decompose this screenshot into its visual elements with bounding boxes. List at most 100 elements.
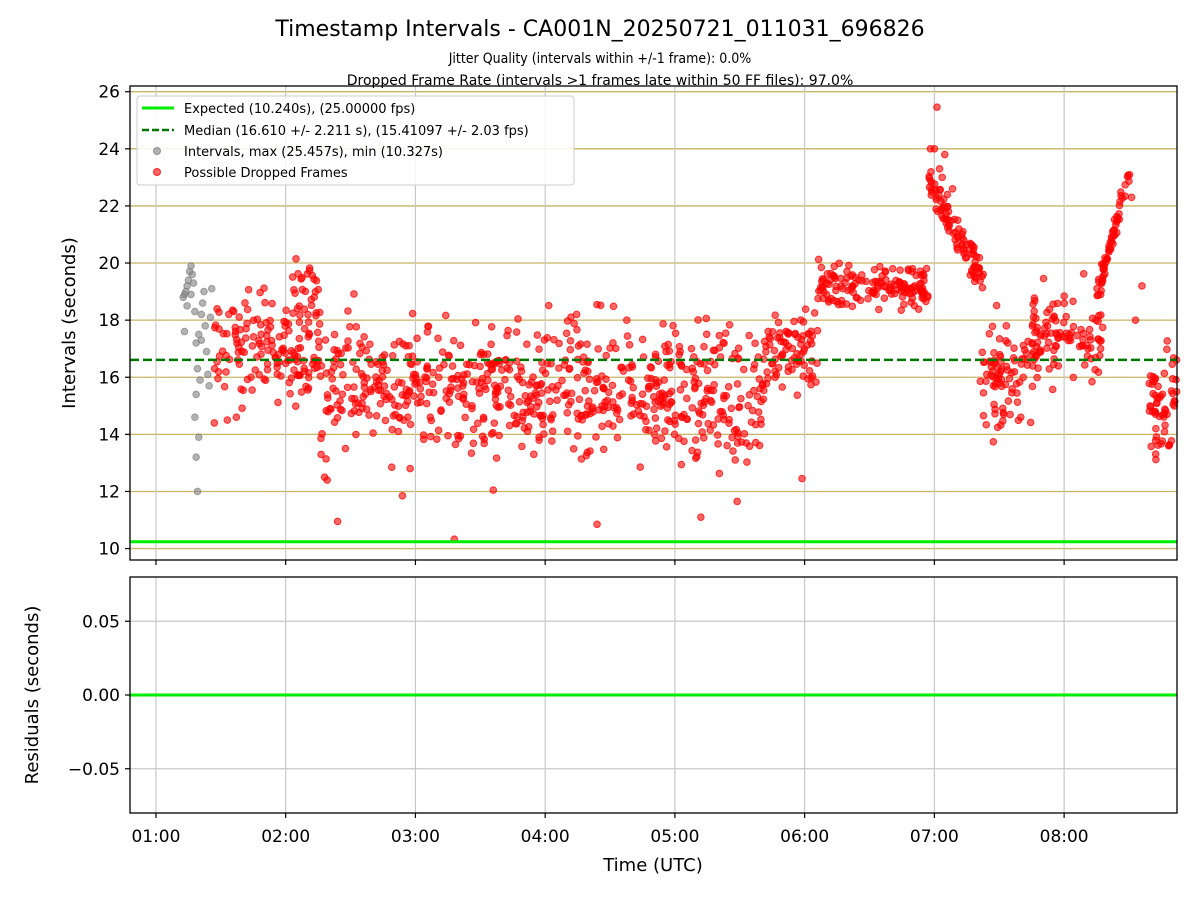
dropped-frame-point <box>700 398 709 406</box>
dropped-frame-point <box>288 273 297 281</box>
dropped-frame-point <box>656 402 665 410</box>
dropped-frame-point <box>1097 311 1105 319</box>
dropped-frame-point <box>563 427 572 436</box>
dropped-frame-point <box>440 360 448 369</box>
dropped-frame-point <box>727 404 736 413</box>
dropped-frame-point <box>778 383 787 391</box>
dropped-frame-point <box>218 347 227 356</box>
dropped-frame-point <box>624 376 633 384</box>
dropped-frame-point <box>313 328 322 337</box>
dropped-frame-point <box>585 375 594 383</box>
dropped-frame-point <box>602 351 611 360</box>
dropped-frame-point <box>1069 297 1077 306</box>
dropped-frame-point <box>514 315 522 323</box>
dropped-frame-point <box>832 282 840 291</box>
dropped-frame-point <box>488 365 497 374</box>
dropped-frame-point <box>851 279 859 288</box>
interval-point <box>194 330 203 339</box>
dropped-frame-point <box>1094 335 1103 343</box>
dropped-frame-point <box>467 449 476 457</box>
dropped-frame-point <box>888 264 897 273</box>
dropped-frame-point <box>948 184 957 193</box>
dropped-frame-point <box>728 433 736 442</box>
dropped-frame-point <box>390 383 399 391</box>
dropped-frame-point <box>567 397 575 406</box>
dropped-frame-point <box>469 425 478 434</box>
dropped-frame-point <box>541 369 550 378</box>
dropped-frame-point <box>757 415 765 424</box>
dropped-frame-point <box>830 262 839 271</box>
dropped-frame-point <box>446 386 455 395</box>
dropped-frame-point <box>530 450 538 459</box>
dropped-frame-point <box>372 412 381 420</box>
dropped-frame-point <box>642 402 651 410</box>
dropped-frame-point <box>285 326 293 335</box>
dropped-frame-point <box>553 396 561 404</box>
dropped-frame-point <box>560 391 568 400</box>
dropped-frame-point <box>1101 254 1109 262</box>
dropped-frame-point <box>651 414 660 422</box>
dropped-frame-point <box>504 326 512 335</box>
interval-point <box>204 370 212 379</box>
dropped-frame-point <box>651 437 660 445</box>
dropped-frame-point <box>558 376 566 385</box>
dropped-frame-point <box>737 394 745 403</box>
dropped-frame-point <box>1026 418 1035 427</box>
x-tick-label: 01:00 <box>131 827 180 847</box>
dropped-frame-point <box>426 432 435 441</box>
dropped-frame-point <box>305 329 313 338</box>
dropped-frame-point <box>982 420 991 429</box>
dropped-frame-point <box>401 401 410 410</box>
dropped-frame-point <box>935 165 944 173</box>
dropped-frame-point <box>223 416 232 424</box>
dropped-frame-point <box>638 390 647 398</box>
dropped-frame-point <box>813 326 822 335</box>
dropped-frame-point <box>978 348 987 357</box>
dropped-frame-point <box>853 294 861 302</box>
dropped-frame-point <box>492 401 501 410</box>
dropped-frame-point <box>898 281 906 290</box>
dropped-frame-point <box>260 375 268 383</box>
dropped-frame-point <box>243 305 252 314</box>
dropped-frame-point <box>548 427 557 435</box>
dropped-frame-point <box>1160 427 1169 436</box>
dropped-frame-point <box>756 384 765 393</box>
dropped-frame-point <box>572 310 581 319</box>
dropped-frame-point <box>333 346 341 355</box>
dropped-frame-point <box>715 469 724 478</box>
dropped-frame-point <box>473 419 482 428</box>
dropped-frame-point <box>647 374 655 383</box>
intervals-y-tick-label: 24 <box>98 140 120 160</box>
dropped-frame-point <box>573 325 581 334</box>
dropped-frame-point <box>667 387 676 396</box>
dropped-frame-point <box>734 344 743 352</box>
dropped-frame-point <box>278 345 286 354</box>
dropped-frame-point <box>1138 282 1146 290</box>
x-axis-label: Time (UTC) <box>602 855 703 876</box>
dropped-frame-point <box>777 337 785 346</box>
intervals-y-tick-label: 16 <box>98 368 120 388</box>
dropped-frame-point <box>308 271 317 280</box>
dropped-frame-point <box>304 386 312 394</box>
dropped-frame-point <box>731 456 740 464</box>
dropped-frame-point <box>916 267 925 275</box>
intervals-y-tick-label: 20 <box>98 254 120 274</box>
dropped-frame-point <box>1029 350 1037 358</box>
dropped-frame-point <box>487 322 496 331</box>
dropped-frame-point <box>1032 314 1040 323</box>
residuals-x-ticks: 01:00 02:00 03:00 04:00 05:00 06:00 07:00 08:00 <box>131 813 1089 847</box>
interval-point <box>207 284 216 293</box>
residuals-y-axis-label: Residuals (seconds) <box>22 606 43 785</box>
dropped-frame-point <box>604 403 613 412</box>
intervals-x-ticks <box>155 560 1065 565</box>
dropped-frame-point <box>1043 344 1051 352</box>
dropped-frame-point <box>615 415 624 424</box>
dropped-frame-point <box>592 433 600 441</box>
dropped-frame-point <box>211 321 220 329</box>
dropped-frame-point <box>763 368 771 376</box>
dropped-frame-point <box>864 294 872 303</box>
dropped-frame-point <box>380 382 389 390</box>
dropped-frame-point <box>1125 170 1134 179</box>
dropped-frame-point <box>897 306 905 314</box>
dropped-frame-point <box>798 474 806 483</box>
